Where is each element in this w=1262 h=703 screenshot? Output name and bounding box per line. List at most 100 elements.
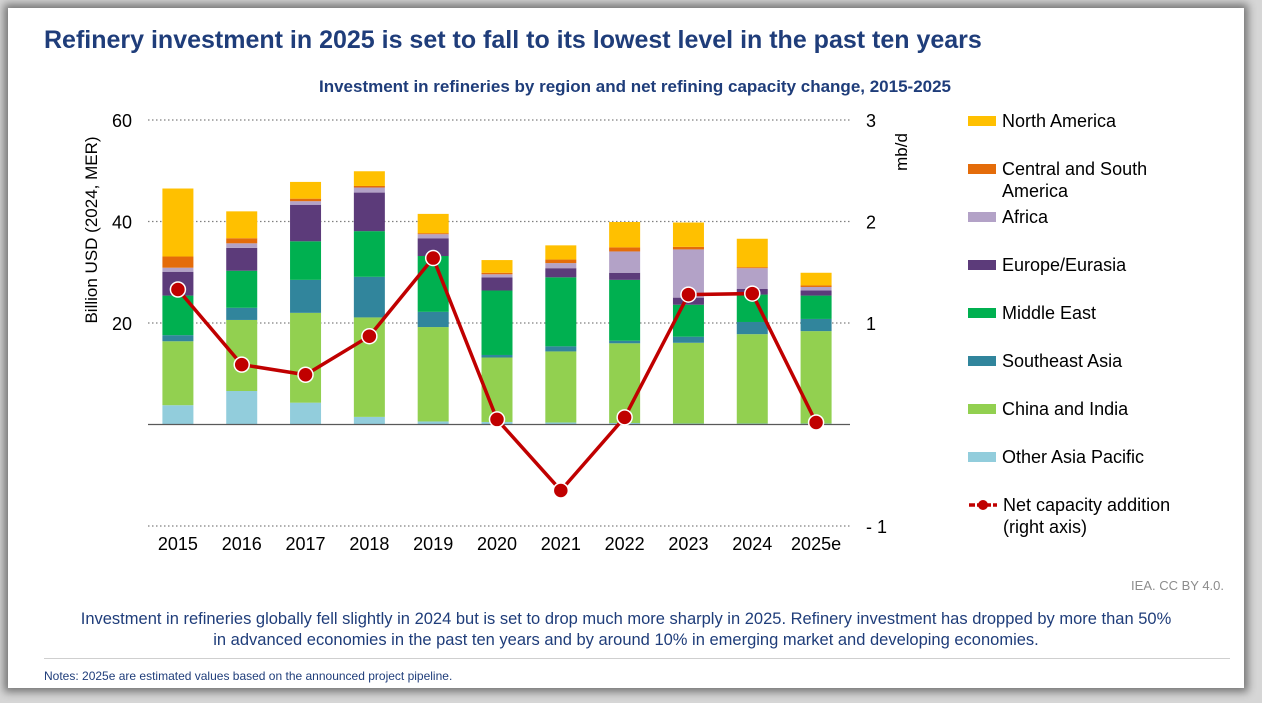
bar-segment xyxy=(545,422,577,425)
y-tick-label: 60 xyxy=(112,111,132,131)
bar-segment xyxy=(672,336,704,343)
x-tick-label: 2017 xyxy=(286,534,326,554)
legend-label: Middle East xyxy=(1002,302,1096,324)
bar-segment xyxy=(609,279,641,341)
x-tick-label: 2022 xyxy=(605,534,645,554)
x-tick-label: 2018 xyxy=(349,534,389,554)
x-tick-label: 2015 xyxy=(158,534,198,554)
bar-segment xyxy=(481,272,513,275)
bar-segment xyxy=(481,274,513,278)
bar-segment xyxy=(162,188,194,257)
bar-segment xyxy=(290,279,322,313)
legend-swatch xyxy=(968,308,996,318)
legend-item: Africa xyxy=(968,206,1048,228)
bar-segment xyxy=(353,171,385,186)
bar-segment xyxy=(609,222,641,248)
legend-item: Southeast Asia xyxy=(968,350,1122,372)
bar-segment xyxy=(290,312,322,403)
x-tick-label: 2024 xyxy=(732,534,772,554)
bar-segment xyxy=(736,267,768,269)
legend-item: Central and South America xyxy=(968,158,1147,202)
legend-swatch xyxy=(968,452,996,462)
legend-label-line: Africa xyxy=(1002,207,1049,227)
legend-label: Net capacity addition (right axis) xyxy=(1003,494,1170,538)
bar-segment xyxy=(736,334,768,424)
x-tick-label: 2025e xyxy=(791,534,841,554)
bar-segment xyxy=(800,286,832,291)
legend-item: China and India xyxy=(968,398,1128,420)
summary-line-2: in advanced economies in the past ten ye… xyxy=(213,631,1039,649)
y2-tick-label: 1 xyxy=(866,314,876,334)
bar-segment xyxy=(353,276,385,318)
legend-label-line: Middle East xyxy=(1002,303,1097,323)
bar-segment xyxy=(353,231,385,277)
y-tick-label: 20 xyxy=(112,314,132,334)
legend-swatch xyxy=(968,212,996,222)
bar-segment xyxy=(162,335,194,342)
bar-segment xyxy=(417,234,449,239)
net-capacity-point xyxy=(297,366,314,384)
x-tick-label: 2023 xyxy=(668,534,708,554)
bar-segment xyxy=(481,290,513,355)
legend-item: Europe/Eurasia xyxy=(968,254,1126,276)
bar-segment xyxy=(545,351,577,423)
legend-swatch xyxy=(968,356,996,366)
legend-label: Europe/Eurasia xyxy=(1002,254,1126,276)
y2-axis-label: mb/d xyxy=(892,133,911,171)
legend-label: Southeast Asia xyxy=(1002,350,1122,372)
bar-segment xyxy=(545,346,577,352)
source-credit: IEA. CC BY 4.0. xyxy=(1131,578,1224,593)
bar-segment xyxy=(736,268,768,289)
bar-segment xyxy=(800,290,832,296)
legend-label-line: America xyxy=(1002,181,1069,201)
bar-segment xyxy=(417,327,449,422)
bar-segment xyxy=(226,243,258,248)
bar-segment xyxy=(353,416,385,425)
chart-title: Investment in refineries by region and n… xyxy=(318,77,952,96)
net-capacity-point xyxy=(233,356,250,373)
bar-segment xyxy=(226,270,258,308)
bar-segment xyxy=(290,201,322,205)
y2-tick-label: - 1 xyxy=(866,517,887,537)
legend-line-swatch xyxy=(969,500,997,510)
legend-label: Other Asia Pacific xyxy=(1002,446,1144,468)
net-capacity-point xyxy=(361,327,378,345)
legend-label-line: Europe/Eurasia xyxy=(1002,255,1127,275)
legend-label: Central and South America xyxy=(1002,158,1147,202)
page-headline: Refinery investment in 2025 is set to fa… xyxy=(44,26,982,54)
chart-notes: Notes: 2025e are estimated values based … xyxy=(44,669,453,683)
bar-segment xyxy=(226,391,258,425)
x-tick-label: 2016 xyxy=(222,534,262,554)
divider xyxy=(44,658,1230,659)
bar-segment xyxy=(800,295,832,319)
chart-frame: Refinery investment in 2025 is set to fa… xyxy=(8,8,1244,688)
legend-line-marker xyxy=(978,500,988,510)
bar-segment xyxy=(417,238,449,257)
y2-tick-label: 3 xyxy=(866,111,876,131)
net-capacity-point xyxy=(744,285,761,302)
chart-summary: Investment in refineries globally fell s… xyxy=(8,609,1244,651)
bar-segment xyxy=(545,268,577,278)
bar-segment xyxy=(672,342,704,424)
bar-segment xyxy=(736,321,768,335)
bar-segment xyxy=(353,187,385,193)
bar-segment xyxy=(226,307,258,320)
bar-segment xyxy=(672,304,704,337)
bar-segment xyxy=(609,251,641,273)
bar-segment xyxy=(353,192,385,232)
legend-label-line: China and India xyxy=(1002,399,1129,419)
bar-segment xyxy=(162,341,194,406)
bar-segment xyxy=(800,272,832,286)
x-tick-label: 2021 xyxy=(541,534,581,554)
bar-segment xyxy=(481,260,513,273)
legend-label: Africa xyxy=(1002,206,1048,228)
bar-segment xyxy=(417,213,449,234)
net-capacity-point xyxy=(488,411,506,428)
bar-segment xyxy=(609,247,641,252)
legend-item-net-capacity: Net capacity addition (right axis) xyxy=(968,494,1170,538)
legend-item: Other Asia Pacific xyxy=(968,446,1144,468)
bar-segment xyxy=(609,272,641,280)
legend-swatch xyxy=(968,260,996,270)
bar-segment xyxy=(162,405,194,425)
bar-segment xyxy=(290,204,322,242)
